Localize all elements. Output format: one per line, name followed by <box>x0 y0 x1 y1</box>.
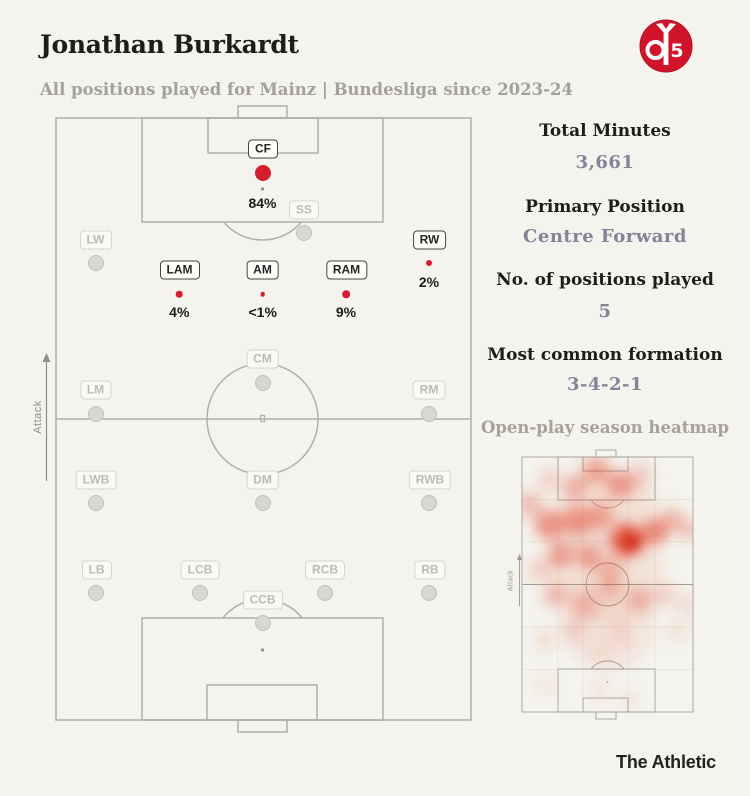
position-dot-rw <box>426 260 432 266</box>
stat-label-common-formation: Most common formation <box>487 345 723 365</box>
position-label-lwb: LWB <box>75 470 117 490</box>
position-dot-lcb <box>192 585 208 601</box>
position-label-rwb: RWB <box>408 470 452 490</box>
position-dot-cm <box>254 375 271 391</box>
position-dot-lwb <box>88 495 104 511</box>
position-label-cm: CM <box>246 349 279 369</box>
position-dot-am <box>260 292 265 297</box>
stat-value-total-minutes: 3,661 <box>575 152 635 173</box>
position-dot-cf <box>254 165 271 181</box>
position-share-lam: 4% <box>169 304 190 320</box>
heatmap-attack-label: Attack <box>507 569 515 592</box>
attack-label: Attack <box>32 400 44 434</box>
position-label-dm: DM <box>246 470 279 490</box>
heatmap-blobs <box>522 457 693 709</box>
position-label-lb: LB <box>81 560 112 580</box>
position-label-am: AM <box>246 260 279 280</box>
position-share-rw: 2% <box>418 274 440 290</box>
position-dot-lw <box>88 255 104 271</box>
stat-label-positions-played: No. of positions played <box>496 270 714 290</box>
position-label-cf: CF <box>248 139 278 159</box>
position-label-lm: LM <box>79 380 112 400</box>
position-dot-rcb <box>317 585 333 601</box>
position-dot-rb <box>421 585 437 601</box>
stat-value-positions-played: 5 <box>598 301 612 322</box>
position-label-rb: RB <box>414 560 446 580</box>
mainz-05-badge-icon: 5 <box>639 19 693 73</box>
position-dot-rwb <box>421 495 437 511</box>
attack-arrow-icon <box>42 353 51 481</box>
season-heatmap <box>521 449 694 720</box>
position-label-lcb: LCB <box>180 560 220 580</box>
position-pitch: CF 84% SS LW RW 2% LAM 4% AM <1% RAM 9% CM LM RM LWB DM R… <box>55 105 472 733</box>
position-dot-lam <box>176 291 183 298</box>
position-label-rw: RW <box>412 230 447 249</box>
svg-text:5: 5 <box>670 40 683 62</box>
position-dot-rm <box>421 406 437 422</box>
position-dot-dm <box>254 495 271 511</box>
position-dot-ram <box>342 290 350 299</box>
position-label-lw: LW <box>79 230 112 249</box>
page-subtitle: All positions played for Mainz | Bundesl… <box>40 80 573 99</box>
position-label-ram: RAM <box>325 260 368 280</box>
position-share-am: <1% <box>248 304 277 320</box>
position-share-cf: 84% <box>248 195 277 211</box>
position-dot-ss <box>296 225 312 241</box>
heatmap-attack-arrow-icon <box>517 554 522 606</box>
heatmap-pitch <box>521 449 694 720</box>
position-dot-ccb <box>254 615 271 631</box>
position-dot-lb <box>88 585 104 601</box>
stat-label-primary-position: Primary Position <box>525 197 685 217</box>
stat-label-total-minutes: Total Minutes <box>539 121 671 141</box>
stat-value-primary-position: Centre Forward <box>523 226 687 247</box>
position-label-lam: LAM <box>159 260 200 280</box>
position-share-ram: 9% <box>335 304 357 320</box>
position-label-ccb: CCB <box>242 590 283 610</box>
position-dot-lm <box>88 406 104 422</box>
position-label-ss: SS <box>288 200 320 220</box>
position-label-rm: RM <box>412 380 446 400</box>
position-label-rcb: RCB <box>305 560 345 580</box>
the-athletic-wordmark: The Athletic <box>616 752 716 772</box>
stat-value-common-formation: 3-4-2-1 <box>566 374 643 395</box>
heatmap-title: Open-play season heatmap <box>480 418 730 437</box>
page-title: Jonathan Burkardt <box>40 30 299 59</box>
